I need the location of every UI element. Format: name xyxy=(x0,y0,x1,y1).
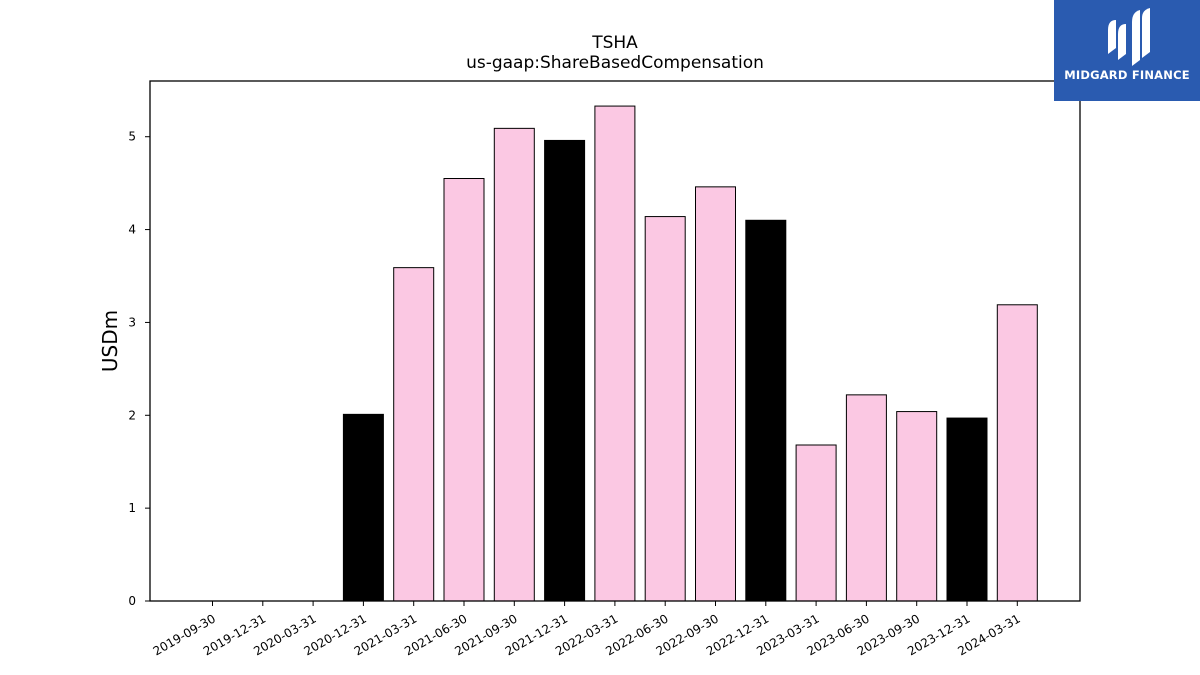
x-axis: 2019-09-302019-12-312020-03-312020-12-31… xyxy=(151,601,1023,658)
y-tick-label: 5 xyxy=(128,130,136,144)
bar-2021-06-30 xyxy=(443,178,485,602)
y-tick-label: 0 xyxy=(128,594,136,608)
bars-group xyxy=(342,105,1038,602)
bar-2021-03-31 xyxy=(393,267,435,602)
bar-2020-12-31 xyxy=(342,413,384,602)
bar-2021-12-31 xyxy=(544,139,586,602)
bar-2021-09-30 xyxy=(493,127,535,602)
y-axis: 0 1 2 3 4 5 xyxy=(128,130,150,608)
plot-frame xyxy=(149,80,1081,602)
bar-2022-09-30 xyxy=(695,186,736,602)
chart-title: TSHA xyxy=(591,33,638,53)
y-tick-label: 3 xyxy=(128,315,136,329)
y-tick-label: 1 xyxy=(128,501,136,515)
bar-2023-03-31 xyxy=(795,444,837,602)
bar-2023-12-31 xyxy=(946,417,988,602)
chart-subtitle: us-gaap:ShareBasedCompensation xyxy=(466,53,764,73)
bar-2022-12-31 xyxy=(745,219,787,602)
y-tick-label: 4 xyxy=(128,223,136,237)
logo-text: MIDGARD FINANCE xyxy=(1064,68,1190,82)
company-logo: MIDGARD FINANCE xyxy=(1054,0,1200,101)
bar-2022-03-31 xyxy=(594,105,636,602)
logo-mark-icon xyxy=(1108,8,1150,66)
bar-2023-09-30 xyxy=(896,411,938,602)
bar-2024-03-31 xyxy=(996,304,1038,602)
bar-2022-06-30 xyxy=(644,216,686,602)
y-axis-label: USDm xyxy=(98,310,122,372)
bar-2023-06-30 xyxy=(845,394,887,602)
y-tick-label: 2 xyxy=(128,408,136,422)
